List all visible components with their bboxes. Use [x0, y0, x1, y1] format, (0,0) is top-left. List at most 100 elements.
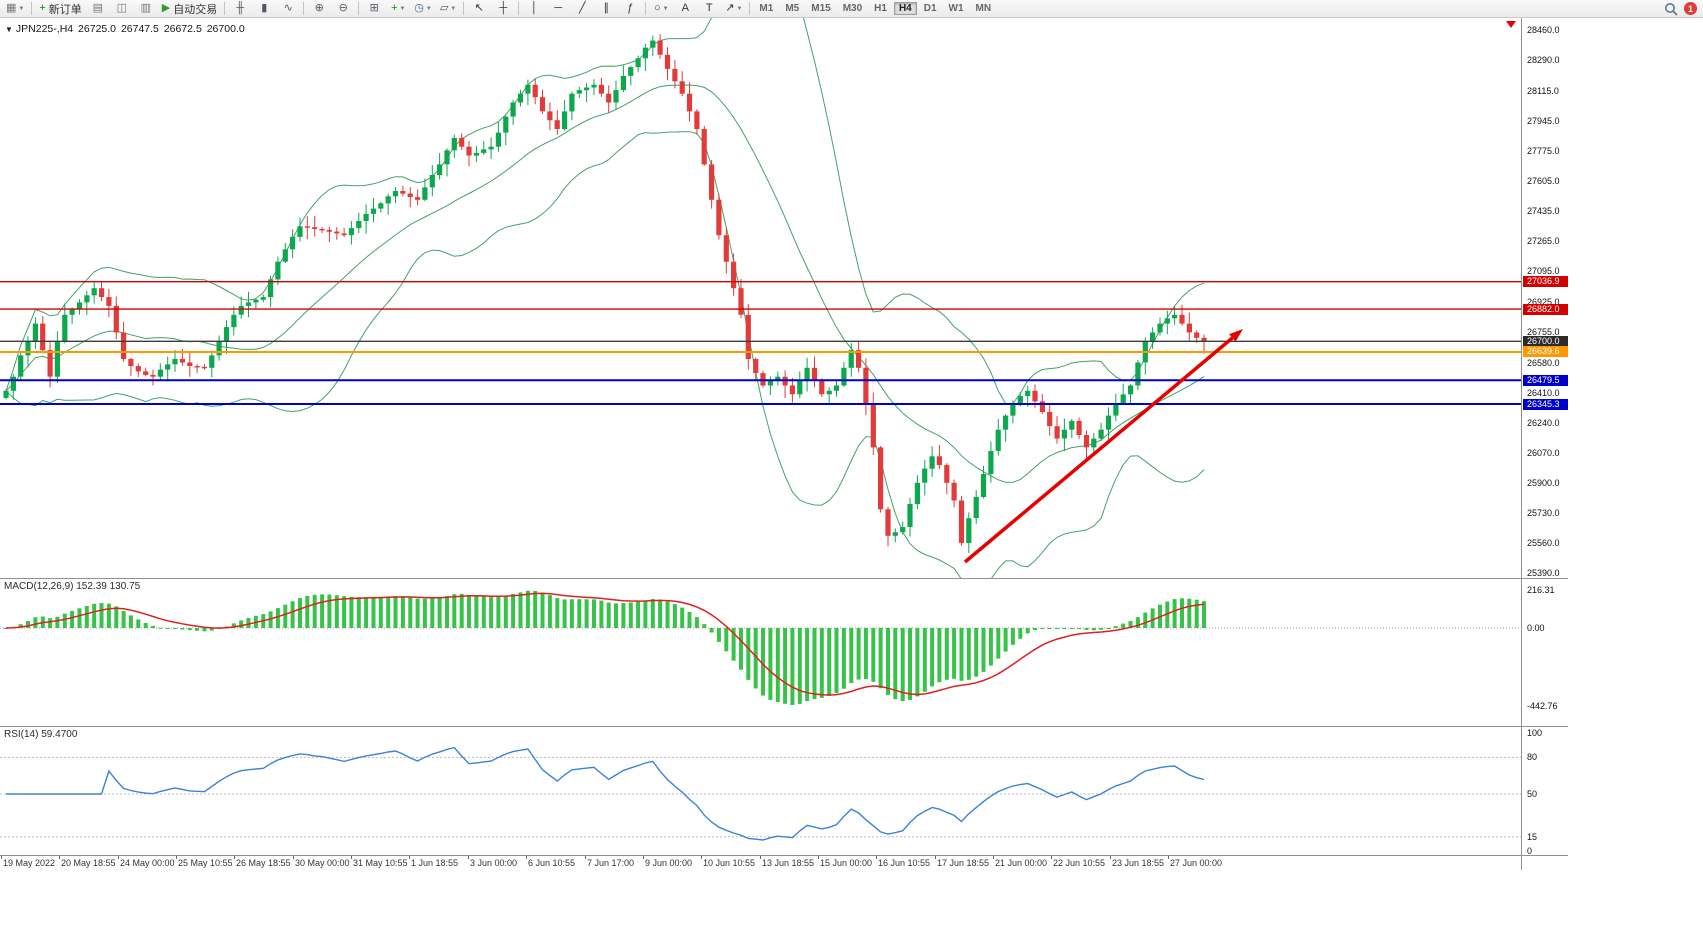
- templates-button-icon: ▱: [439, 2, 449, 14]
- time-axis-label: 27 Jun 00:00: [1170, 858, 1223, 868]
- zoom-in-button[interactable]: ⊕: [308, 0, 330, 17]
- time-tick: [1, 856, 2, 859]
- price-axis[interactable]: 28460.0 28290.0 28115.0 27945.0 27775.0 27605…: [1523, 18, 1568, 870]
- price-tick-label: 27605.0: [1527, 176, 1560, 186]
- vertical-line-button[interactable]: │: [523, 0, 545, 17]
- line-chart-button[interactable]: ∿: [277, 0, 299, 17]
- time-tick: [993, 856, 994, 859]
- autotrading-button[interactable]: ▶ 自动交易: [161, 2, 218, 16]
- timeframe-d1-button[interactable]: D1: [923, 3, 937, 14]
- tile-windows-button[interactable]: ⊞: [363, 0, 385, 17]
- price-tick-label: 26410.0: [1527, 388, 1560, 398]
- shapes-button[interactable]: ○ ▼: [650, 0, 672, 17]
- rsi-tick-label: 15: [1527, 832, 1538, 842]
- new-chart-button[interactable]: ▦ ▼: [3, 0, 27, 17]
- rsi-tick-label: 100: [1527, 728, 1543, 738]
- data-window-button-icon: ◫: [116, 2, 127, 14]
- channel-button[interactable]: ∥: [595, 0, 617, 17]
- timeframe-h4-button[interactable]: H4: [893, 2, 917, 15]
- rsi-name: RSI(14): [4, 729, 39, 740]
- fibonacci-button-icon: ƒ: [627, 2, 634, 14]
- time-tick: [293, 856, 294, 859]
- timeframe-h1-button[interactable]: H1: [874, 3, 887, 14]
- time-tick: [1110, 856, 1111, 859]
- candlestick-chart-button-icon: ▮: [261, 2, 268, 14]
- indicators-button-icon: +: [391, 2, 398, 14]
- toolbar-separator: [224, 2, 226, 15]
- time-axis-label: 17 Jun 18:55: [937, 858, 990, 868]
- chevron-down-icon: ▼: [18, 5, 25, 12]
- navigator-button-icon: ▥: [140, 2, 151, 14]
- indicators-button[interactable]: + ▼: [387, 0, 409, 17]
- horizontal-line-button[interactable]: ─: [547, 0, 569, 17]
- crosshair-button-icon: ┼: [499, 2, 508, 14]
- new-order-button[interactable]: + 新订单: [39, 2, 82, 16]
- time-tick: [468, 856, 469, 859]
- templates-button[interactable]: ▱ ▼: [437, 0, 459, 17]
- cursor-button[interactable]: ↖: [468, 0, 490, 17]
- chevron-down-icon: ▼: [450, 5, 457, 12]
- candlestick-chart[interactable]: [0, 18, 1521, 578]
- panel-separator[interactable]: [0, 726, 1568, 727]
- time-tick: [1051, 856, 1052, 859]
- quote-open: 26725.0: [78, 23, 117, 35]
- price-tick-label: 25390.0: [1527, 568, 1560, 578]
- navigator-button[interactable]: ▥: [135, 0, 157, 17]
- price-tick-label: 26755.0: [1527, 327, 1560, 337]
- market-watch-button-icon: ▤: [92, 2, 103, 14]
- price-tick-label: 27435.0: [1527, 206, 1560, 216]
- text-button[interactable]: A: [674, 0, 696, 17]
- time-axis-label: 3 Jun 00:00: [470, 858, 518, 868]
- toolbar-separator: [358, 2, 360, 15]
- rsi-tick-label: 50: [1527, 789, 1538, 799]
- rsi-tick-label: 80: [1527, 752, 1538, 762]
- quote-high: 26747.5: [120, 23, 159, 35]
- panel-separator[interactable]: [0, 578, 1568, 579]
- timeframe-w1-button[interactable]: W1: [948, 3, 964, 14]
- periods-button[interactable]: ◷ ▼: [411, 0, 435, 17]
- price-tick-label: 27095.0: [1527, 266, 1560, 276]
- bar-chart-button[interactable]: ╫: [229, 0, 251, 17]
- panel-separator[interactable]: [0, 855, 1568, 856]
- time-tick: [351, 856, 352, 859]
- timeframe-m15-button[interactable]: M15: [811, 3, 831, 14]
- price-tick-label: 27775.0: [1527, 146, 1560, 156]
- symbol-collapse-icon[interactable]: ▼: [5, 25, 13, 34]
- new-chart-button-icon: ▦: [6, 2, 17, 14]
- crosshair-button[interactable]: ┼: [492, 0, 514, 17]
- macd-indicator-panel[interactable]: [0, 579, 1521, 726]
- macd-label: MACD(12,26,9) 152.39 130.75: [4, 581, 140, 592]
- zoom-out-button[interactable]: ⊖: [332, 0, 354, 17]
- chevron-down-icon: ▼: [736, 5, 743, 12]
- timeframe-m5-button[interactable]: M5: [785, 3, 800, 14]
- fibonacci-button[interactable]: ƒ: [619, 0, 641, 17]
- time-tick: [876, 856, 877, 859]
- price-tick-label: 27945.0: [1527, 116, 1560, 126]
- price-tick-label: 26580.0: [1527, 358, 1560, 368]
- market-watch-button[interactable]: ▤: [87, 0, 109, 17]
- macd-name: MACD(12,26,9): [4, 581, 74, 592]
- notification-badge[interactable]: 1: [1684, 2, 1697, 15]
- time-axis-label: 20 May 18:55: [61, 858, 116, 868]
- timeframe-m1-button[interactable]: M1: [759, 3, 774, 14]
- timeframe-mn-button[interactable]: MN: [975, 3, 992, 14]
- time-axis-label: 19 May 2022: [3, 858, 56, 868]
- data-window-button[interactable]: ◫: [111, 0, 133, 17]
- rsi-indicator-panel[interactable]: [0, 727, 1521, 855]
- rsi-tick-label: 0: [1527, 846, 1533, 856]
- text-label-button[interactable]: T: [698, 0, 720, 17]
- time-axis-label: 30 May 00:00: [295, 858, 350, 868]
- candlestick-chart-button[interactable]: ▮: [253, 0, 275, 17]
- price-level-box: 26479.5: [1523, 375, 1568, 386]
- time-axis[interactable]: 19 May 2022 20 May 18:55 24 May 00:00 25 Ma…: [0, 856, 1521, 870]
- chart-window: ▼ JPN225-,H4 26725.0 26747.5 26672.5 2670…: [0, 18, 1568, 941]
- arrows-button[interactable]: ↗ ▼: [722, 0, 745, 17]
- trendline-button-icon: ╱: [578, 2, 586, 14]
- toolbar-separator: [303, 2, 305, 15]
- timeframe-m30-button[interactable]: M30: [842, 3, 863, 14]
- chevron-down-icon: ▼: [399, 5, 406, 12]
- cursor-button-icon: ↖: [474, 2, 484, 14]
- search-icon[interactable]: [1664, 2, 1678, 16]
- trendline-button[interactable]: ╱: [571, 0, 593, 17]
- toolbar-separator: [518, 2, 520, 15]
